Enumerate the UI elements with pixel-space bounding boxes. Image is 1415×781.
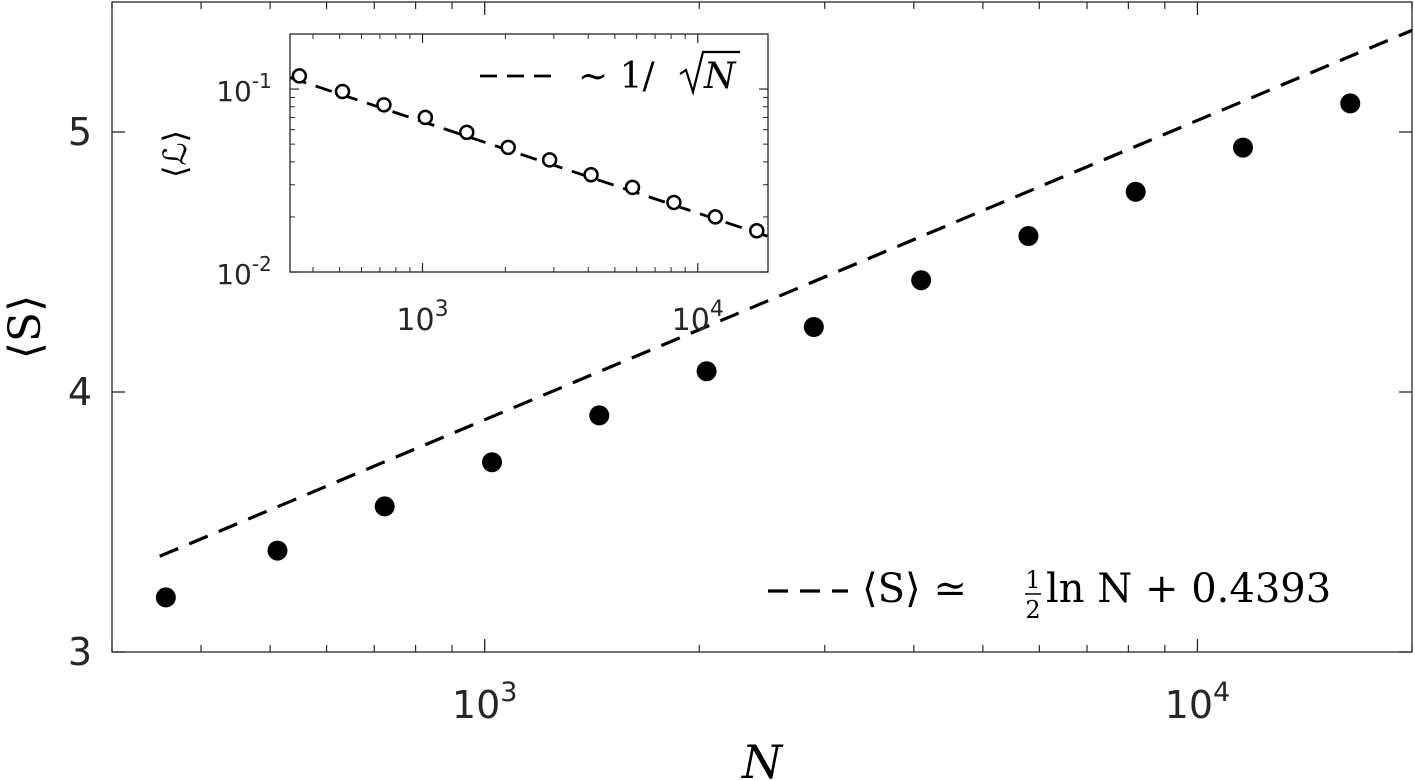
main-data-point [482, 452, 503, 473]
inset-data-point [583, 167, 599, 183]
main-data-point [911, 270, 932, 291]
main-legend-text-rest: ln N + 0.4393 [1046, 566, 1331, 612]
main-data-point [374, 496, 395, 517]
inset-y-tick-label: 10-1 [216, 69, 272, 108]
inset-x-tick-label: 103 [396, 297, 448, 338]
main-legend-frac-num: 1 [1025, 566, 1040, 594]
inset-fit-line [290, 76, 768, 238]
inset-legend-text: ∼ 1/ [578, 56, 656, 97]
main-y-tick-label: 4 [68, 370, 92, 414]
inset-data-point [624, 179, 641, 196]
main-data-point [1125, 181, 1146, 202]
main-fit-line [159, 28, 1412, 558]
inset-y-tick-label: 10-2 [216, 252, 272, 291]
inset-data-point [291, 68, 308, 84]
main-y-tick-label: 5 [68, 110, 92, 154]
inset-data-point [666, 194, 682, 211]
inset-x-tick-label: 104 [672, 297, 724, 338]
main-fit-group [159, 28, 1412, 558]
main-y-tick-label: 3 [68, 630, 92, 674]
inset-data-point [376, 97, 392, 113]
main-data-point [1232, 137, 1253, 158]
main-data-point [1340, 93, 1361, 114]
main-data-point [267, 540, 288, 561]
inset-data-point [707, 209, 724, 225]
main-y-axis-label: ⟨S⟩ [0, 295, 51, 359]
inset-y-axis-label: ⟨ℒ⟩ [156, 130, 194, 178]
main-legend-frac-den: 2 [1025, 596, 1040, 624]
main-data-point [696, 361, 717, 382]
inset-data-point [334, 83, 351, 100]
main-x-axis-label: N [741, 735, 784, 781]
inset-data-point [749, 223, 765, 239]
inset-data-point [500, 139, 516, 156]
inset-plot-area [289, 33, 769, 273]
main-legend-text: ⟨S⟩ ≃ [862, 566, 967, 612]
main-data-point [1018, 226, 1039, 246]
main-data-point [803, 317, 824, 337]
inset-data-point [459, 124, 475, 141]
inset-fit-group [290, 76, 768, 238]
inset-legend-radical [679, 50, 740, 97]
inset-data-point [417, 109, 434, 126]
inset-legend-radicand: N [703, 56, 737, 97]
main-x-tick-label: 104 [1165, 677, 1231, 727]
main-data-point [589, 405, 610, 426]
inset-data-point [541, 152, 558, 168]
main-x-tick-label: 103 [452, 677, 518, 727]
main-data-point [155, 587, 176, 608]
